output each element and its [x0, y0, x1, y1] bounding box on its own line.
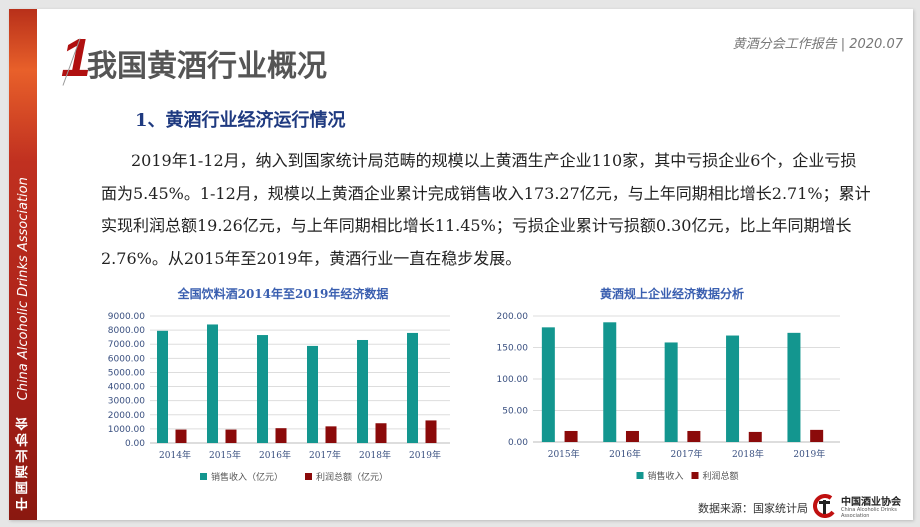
y-tick-label: 2000.00 [108, 411, 145, 421]
bar-revenue [257, 335, 268, 443]
legend-swatch [305, 473, 312, 480]
data-source: 数据来源：国家统计局 [698, 502, 808, 515]
bar-revenue [787, 332, 801, 442]
bar-revenue [357, 339, 368, 443]
bar-profit [748, 431, 762, 442]
y-tick-label: 4000.00 [108, 383, 145, 393]
bar-profit [564, 430, 578, 442]
x-tick-label: 2017年 [671, 448, 703, 460]
bar-revenue [307, 345, 318, 443]
bar-profit [375, 423, 387, 443]
y-tick-label: 50.00 [502, 407, 528, 417]
x-tick-label: 2016年 [609, 448, 641, 460]
x-tick-label: 2015年 [548, 448, 580, 460]
bar-revenue [603, 322, 617, 442]
y-tick-label: 9000.00 [108, 312, 145, 322]
bar-profit [225, 429, 237, 443]
legend-label: 销售收入 [648, 470, 684, 482]
chart-title: 全国饮料酒2014年至2019年经济数据 [177, 286, 389, 301]
bar-revenue [207, 324, 218, 443]
x-tick-label: 2018年 [359, 449, 391, 461]
legend-swatch [636, 472, 644, 479]
legend-label: 利润总额 [703, 470, 739, 482]
sidebar-strip: 中国酒业协会 China Alcoholic Drinks Associatio… [9, 9, 37, 520]
bar-profit [325, 426, 337, 443]
x-tick-label: 2014年 [159, 449, 191, 461]
association-logo-icon [813, 494, 835, 518]
x-tick-label: 2018年 [732, 448, 764, 460]
legend-swatch [691, 472, 699, 479]
x-tick-label: 2016年 [259, 449, 291, 461]
y-tick-label: 0.00 [508, 438, 528, 448]
y-tick-label: 7000.00 [108, 340, 145, 350]
bar-revenue [407, 332, 418, 443]
page-title: 我国黄酒行业概况 [87, 49, 327, 84]
y-tick-label: 1000.00 [108, 425, 145, 435]
x-tick-label: 2015年 [209, 449, 241, 461]
summary-paragraph: 2019年1-12月，纳入到国家统计局范畴的规模以上黄酒生产企业110家，其中亏… [101, 151, 871, 268]
bar-profit [275, 428, 287, 443]
section-subtitle: 1、黄酒行业经济运行情况 [135, 110, 346, 131]
bar-revenue [664, 342, 678, 442]
y-tick-label: 150.00 [497, 344, 529, 354]
y-tick-label: 8000.00 [108, 326, 145, 336]
report-label: 黄酒分会工作报告 | 2020.07 [732, 37, 903, 52]
legend-label: 销售收入（亿元） [211, 471, 283, 483]
bar-revenue [157, 330, 168, 443]
y-tick-label: 200.00 [497, 312, 529, 322]
y-tick-label: 5000.00 [108, 368, 145, 378]
bar-profit [687, 430, 701, 442]
x-tick-label: 2019年 [793, 448, 825, 460]
bar-revenue [726, 335, 740, 442]
y-tick-label: 100.00 [497, 375, 529, 385]
bar-profit [425, 420, 437, 443]
logo-text-cn: 中国酒业协会 [841, 497, 901, 508]
y-tick-label: 0.00 [125, 439, 145, 449]
logo-text-en: China Alcoholic Drinks Association [841, 507, 897, 519]
legend-label: 利润总额（亿元） [316, 471, 388, 483]
y-tick-label: 6000.00 [108, 354, 145, 364]
legend-swatch [200, 473, 207, 480]
x-tick-label: 2019年 [409, 449, 441, 461]
bar-profit [175, 429, 187, 443]
bar-profit [810, 429, 824, 442]
y-tick-label: 3000.00 [108, 397, 145, 407]
x-tick-label: 2017年 [309, 449, 341, 461]
chart-title: 黄酒规上企业经济数据分析 [600, 286, 744, 301]
bar-revenue [541, 327, 555, 442]
bar-profit [625, 430, 639, 442]
